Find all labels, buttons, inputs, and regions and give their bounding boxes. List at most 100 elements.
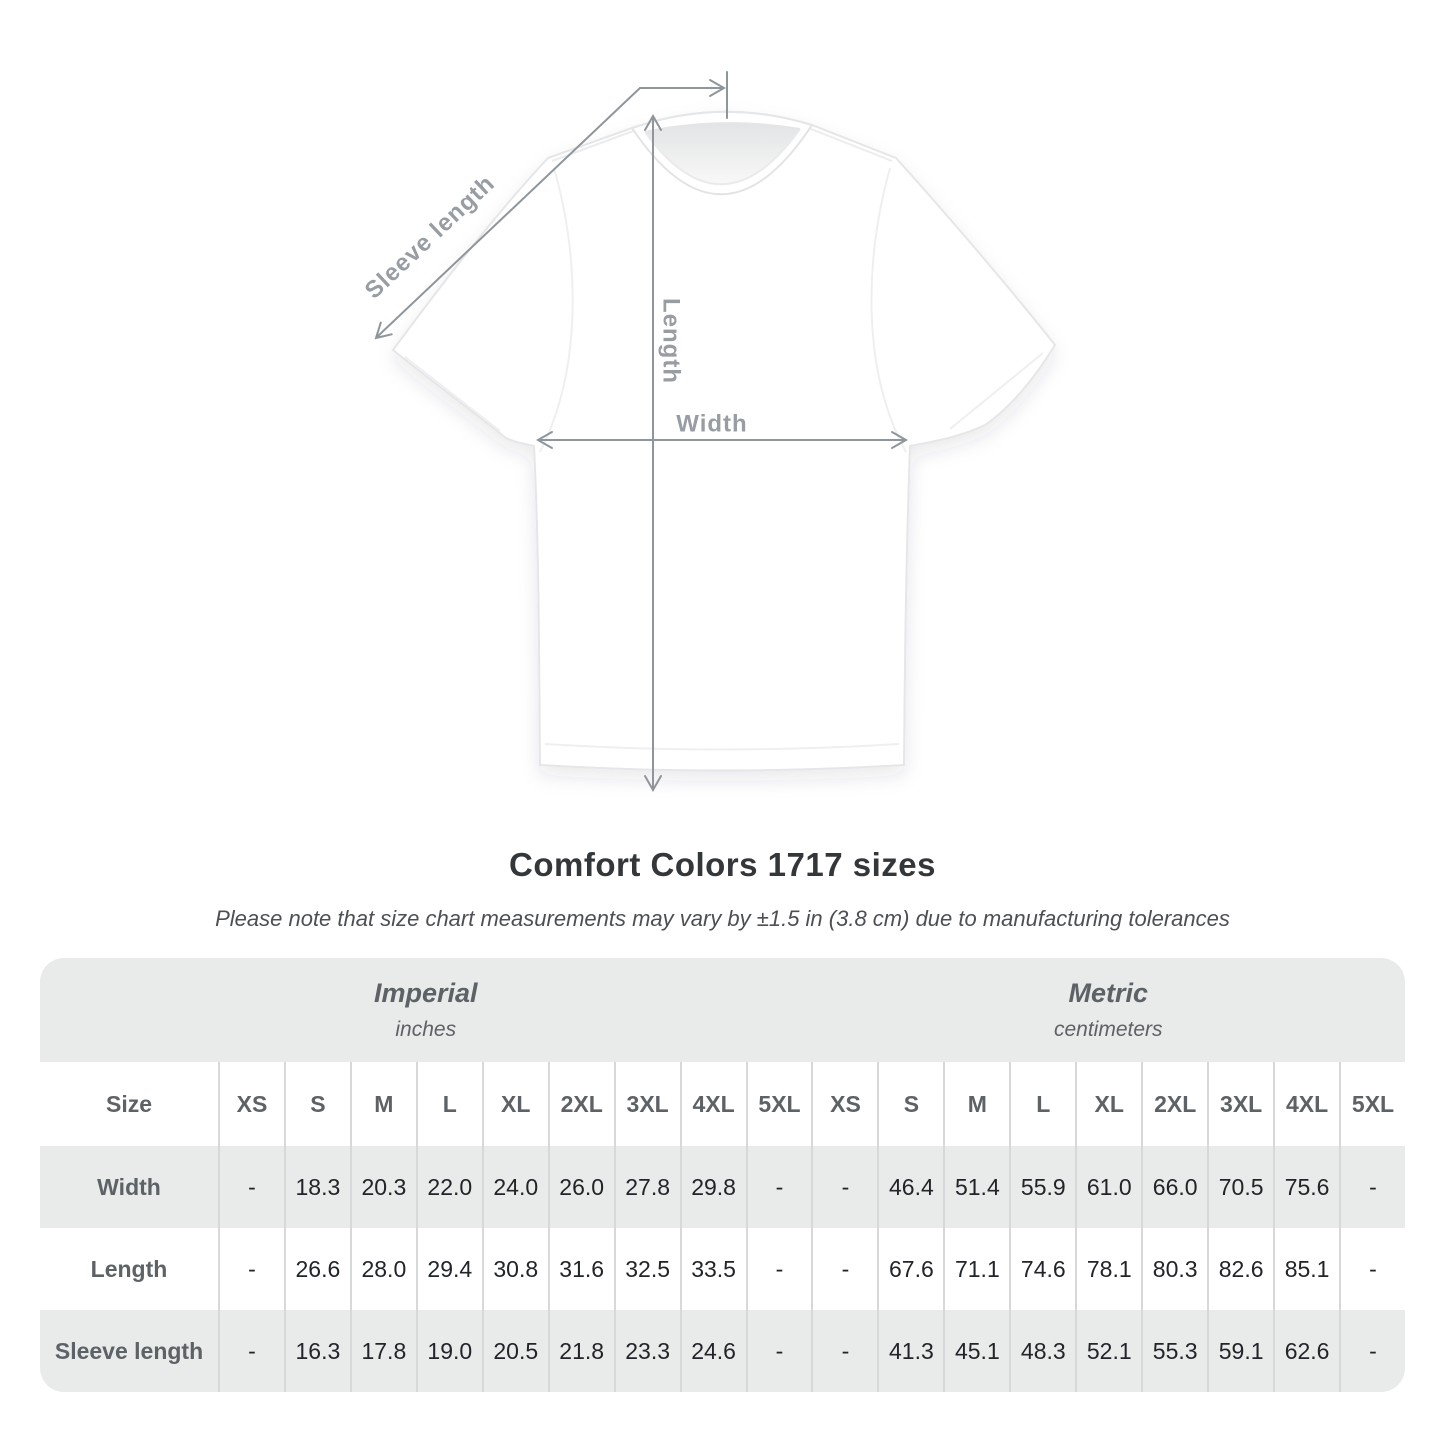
imperial-label: Imperial bbox=[373, 978, 478, 1008]
page-subtitle: Please note that size chart measurements… bbox=[215, 906, 1230, 931]
size-col-header: 3XL bbox=[1207, 1062, 1273, 1146]
value-cell: 75.6 bbox=[1273, 1146, 1339, 1228]
value-cell: - bbox=[745, 1228, 812, 1310]
value-cell: 59.1 bbox=[1207, 1310, 1273, 1392]
value-cell: 29.8 bbox=[679, 1146, 746, 1228]
size-col-header: M bbox=[349, 1062, 416, 1146]
size-col-header: 5XL bbox=[745, 1062, 812, 1146]
value-cell: 29.4 bbox=[415, 1228, 482, 1310]
table-row-width: Width - 18.3 20.3 22.0 24.0 26.0 27.8 29… bbox=[40, 1146, 1405, 1228]
row-label: Length bbox=[90, 1255, 168, 1282]
sleeve-length-arrow bbox=[374, 71, 728, 340]
left-shoulder-seam bbox=[551, 129, 637, 162]
value-cell: 27.8 bbox=[613, 1146, 680, 1228]
size-col-header: XS bbox=[218, 1062, 284, 1146]
length-label: Length bbox=[658, 298, 685, 384]
value-cell: 17.8 bbox=[349, 1310, 416, 1392]
size-col-header: 3XL bbox=[613, 1062, 680, 1146]
value-cell: 55.9 bbox=[1009, 1146, 1075, 1228]
group-header-row: Imperial inches Metric centimeters bbox=[40, 958, 1405, 1062]
value-cell: - bbox=[811, 1146, 877, 1228]
value-cell: 78.1 bbox=[1075, 1228, 1141, 1310]
value-cell: - bbox=[218, 1310, 284, 1392]
size-col-header: M bbox=[943, 1062, 1009, 1146]
value-cell: 62.6 bbox=[1273, 1310, 1339, 1392]
right-cuff-stitch bbox=[949, 352, 1044, 430]
value-cell: 48.3 bbox=[1009, 1310, 1075, 1392]
value-cell: 52.1 bbox=[1075, 1310, 1141, 1392]
value-cell: 26.0 bbox=[547, 1146, 614, 1228]
value-cell: 55.3 bbox=[1141, 1310, 1207, 1392]
value-cell: - bbox=[1339, 1310, 1405, 1392]
size-col-header: S bbox=[283, 1062, 350, 1146]
size-header-row: Size XS S M L XL 2XL 3XL 4XL 5XL XS S M … bbox=[40, 1062, 1405, 1146]
size-col-header: XL bbox=[1075, 1062, 1141, 1146]
value-cell: 23.3 bbox=[613, 1310, 680, 1392]
imperial-unit: inches bbox=[395, 1018, 457, 1041]
left-cuff-stitch bbox=[404, 356, 501, 432]
size-col-header: XL bbox=[481, 1062, 548, 1146]
table-row-sleeve-length: Sleeve length - 16.3 17.8 19.0 20.5 21.8… bbox=[40, 1310, 1405, 1392]
size-col-header: 4XL bbox=[679, 1062, 746, 1146]
row-label: Width bbox=[97, 1173, 161, 1200]
value-cell: - bbox=[745, 1146, 812, 1228]
value-cell: 20.3 bbox=[349, 1146, 416, 1228]
value-cell: 16.3 bbox=[283, 1310, 350, 1392]
value-cell: 21.8 bbox=[547, 1310, 614, 1392]
value-cell: 67.6 bbox=[877, 1228, 943, 1310]
left-armhole-seam bbox=[539, 167, 574, 453]
tshirt-diagram: Sleeve length Length Width bbox=[360, 71, 1057, 793]
size-corner-header: Size bbox=[105, 1090, 153, 1117]
metric-unit: centimeters bbox=[1053, 1018, 1163, 1041]
value-cell: 45.1 bbox=[943, 1310, 1009, 1392]
row-label: Sleeve length bbox=[54, 1337, 204, 1364]
tshirt-illustration bbox=[391, 110, 1057, 772]
value-cell: - bbox=[218, 1228, 284, 1310]
group-header-metric: Metric centimeters bbox=[812, 958, 1406, 1062]
value-cell: 22.0 bbox=[415, 1146, 482, 1228]
value-cell: 74.6 bbox=[1009, 1228, 1075, 1310]
value-cell: 18.3 bbox=[283, 1146, 350, 1228]
value-cell: 80.3 bbox=[1141, 1228, 1207, 1310]
value-cell: 66.0 bbox=[1141, 1146, 1207, 1228]
size-col-header: 5XL bbox=[1339, 1062, 1405, 1146]
metric-label: Metric bbox=[1068, 978, 1149, 1008]
length-arrow bbox=[644, 113, 662, 793]
value-cell: 70.5 bbox=[1207, 1146, 1273, 1228]
size-col-header: L bbox=[1009, 1062, 1075, 1146]
collar bbox=[631, 110, 813, 196]
value-cell: 24.0 bbox=[481, 1146, 548, 1228]
table-row-length: Length - 26.6 28.0 29.4 30.8 31.6 32.5 3… bbox=[40, 1228, 1405, 1310]
value-cell: 85.1 bbox=[1273, 1228, 1339, 1310]
value-cell: 51.4 bbox=[943, 1146, 1009, 1228]
value-cell: - bbox=[1339, 1146, 1405, 1228]
size-col-header: 4XL bbox=[1273, 1062, 1339, 1146]
size-col-header: XS bbox=[811, 1062, 877, 1146]
value-cell: 46.4 bbox=[877, 1146, 943, 1228]
value-cell: 19.0 bbox=[415, 1310, 482, 1392]
value-cell: - bbox=[811, 1310, 877, 1392]
size-col-header: L bbox=[415, 1062, 482, 1146]
width-label: Width bbox=[676, 411, 747, 438]
width-arrow bbox=[535, 431, 909, 449]
size-col-header: 2XL bbox=[547, 1062, 614, 1146]
value-cell: 20.5 bbox=[481, 1310, 548, 1392]
right-armhole-seam bbox=[870, 167, 907, 453]
size-col-header: 2XL bbox=[1141, 1062, 1207, 1146]
value-cell: 24.6 bbox=[679, 1310, 746, 1392]
size-col-header: S bbox=[877, 1062, 943, 1146]
measurement-lines bbox=[374, 71, 909, 793]
group-header-imperial: Imperial inches bbox=[40, 958, 812, 1062]
page-title: Comfort Colors 1717 sizes bbox=[509, 846, 936, 883]
value-cell: 30.8 bbox=[481, 1228, 548, 1310]
value-cell: 71.1 bbox=[943, 1228, 1009, 1310]
value-cell: - bbox=[811, 1228, 877, 1310]
value-cell: - bbox=[745, 1310, 812, 1392]
value-cell: 28.0 bbox=[349, 1228, 416, 1310]
size-chart-table: Imperial inches Metric centimeters Size … bbox=[40, 958, 1405, 1392]
value-cell: - bbox=[1339, 1228, 1405, 1310]
value-cell: 41.3 bbox=[877, 1310, 943, 1392]
hem-stitch bbox=[544, 743, 900, 751]
value-cell: 32.5 bbox=[613, 1228, 680, 1310]
